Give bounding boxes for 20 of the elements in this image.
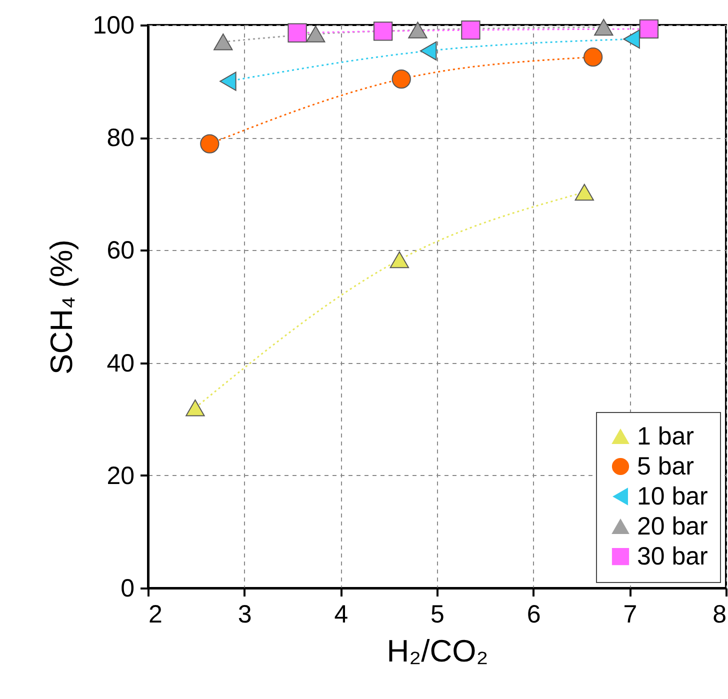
- y-tick-label: 100: [92, 12, 134, 40]
- x-tick-label: 2: [148, 600, 162, 628]
- y-tick-label: 40: [106, 349, 134, 378]
- y-tick-label: 20: [106, 462, 134, 490]
- legend-label: 10 bar: [637, 482, 708, 510]
- y-tick-label: 80: [106, 124, 134, 152]
- legend-label: 30 bar: [637, 542, 708, 570]
- x-tick-label: 3: [238, 600, 252, 628]
- x-tick-label: 7: [623, 600, 638, 628]
- y-tick-label: 60: [106, 236, 134, 265]
- legend-label: 5 bar: [637, 452, 694, 480]
- x-tick-label: 8: [712, 600, 726, 628]
- x-tick-label: 6: [526, 600, 541, 628]
- legend-label: 20 bar: [637, 512, 708, 540]
- y-tick-label: 0: [120, 574, 134, 602]
- y-axis-title: SCH₄ (%): [44, 240, 79, 374]
- legend-label: 1 bar: [637, 422, 694, 450]
- x-axis-title: H₂/CO₂: [386, 634, 488, 668]
- x-tick-label: 5: [430, 600, 444, 628]
- x-tick-label: 4: [334, 600, 348, 628]
